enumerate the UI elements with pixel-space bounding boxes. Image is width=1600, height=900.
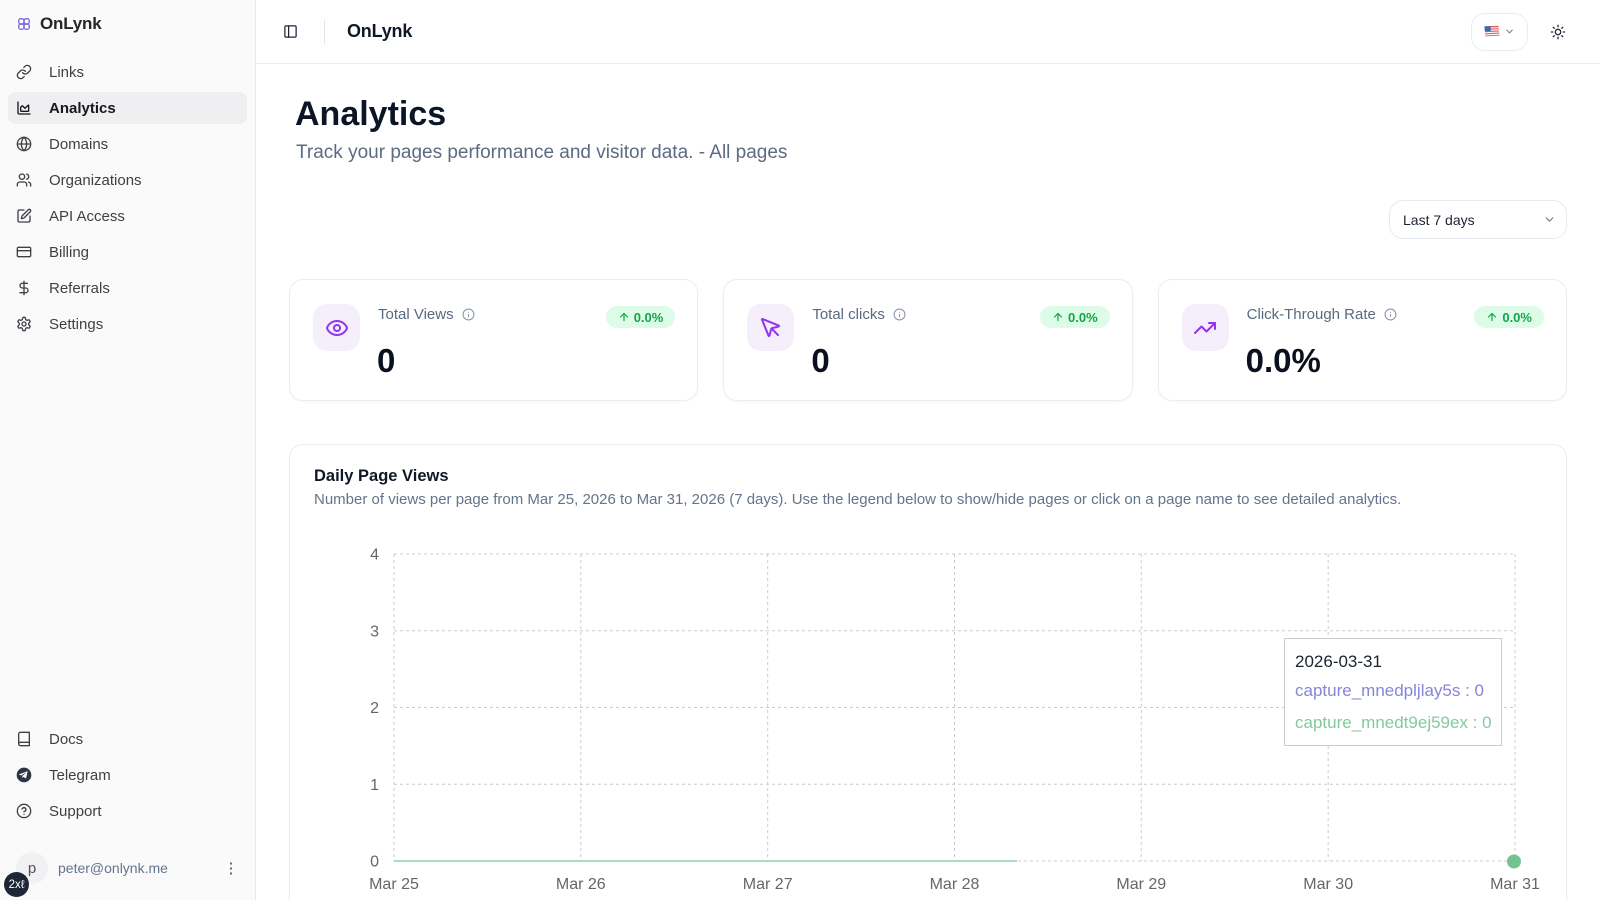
svg-text:Mar 29: Mar 29 xyxy=(1116,876,1166,893)
svg-text:Mar 27: Mar 27 xyxy=(743,876,793,893)
svg-text:Mar 30: Mar 30 xyxy=(1303,876,1353,893)
svg-text:0: 0 xyxy=(370,854,379,871)
svg-text:Mar 25: Mar 25 xyxy=(369,876,419,893)
svg-text:3: 3 xyxy=(370,623,379,640)
svg-text:Mar 31: Mar 31 xyxy=(1490,876,1540,893)
svg-text:2: 2 xyxy=(370,700,379,717)
svg-text:4: 4 xyxy=(370,547,379,564)
svg-text:Mar 26: Mar 26 xyxy=(556,876,606,893)
svg-text:Mar 28: Mar 28 xyxy=(930,876,980,893)
svg-text:1: 1 xyxy=(370,777,379,794)
